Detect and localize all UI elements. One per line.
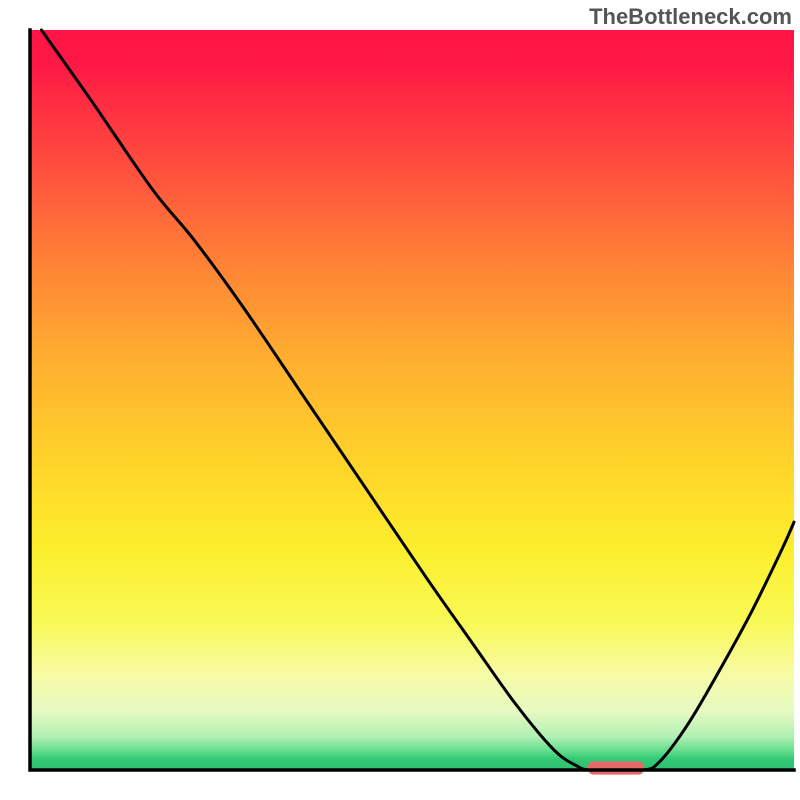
optimal-marker bbox=[588, 761, 645, 774]
chart-container: TheBottleneck.com bbox=[0, 0, 800, 800]
gradient-background bbox=[30, 30, 794, 770]
watermark-text: TheBottleneck.com bbox=[589, 4, 792, 30]
bottleneck-chart bbox=[0, 0, 800, 800]
